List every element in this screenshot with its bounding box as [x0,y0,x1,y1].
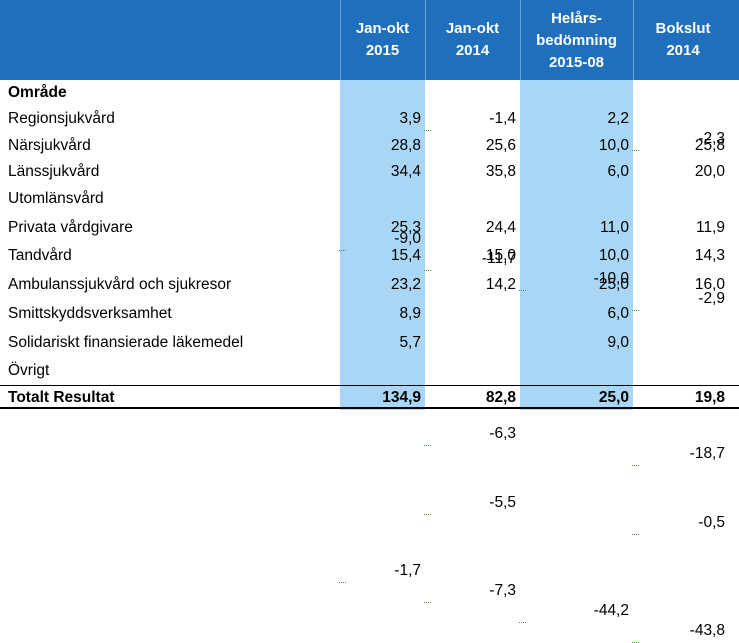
header-line: Jan-okt [355,20,410,37]
row-value: -1,4 [424,109,516,131]
header-divider [633,0,634,80]
row-value: 14,3 [694,247,725,264]
total-value: 134,9 [382,389,421,406]
row-value: -10,0 [519,269,629,291]
row-value: -2,3 [632,129,725,151]
row-value: 9,0 [607,334,629,351]
total-bottom-rule [0,407,739,409]
header-col-jan-okt-2014: Jan-okt 2014 [425,0,520,80]
row-label: Solidariskt finansierade läkemedel [8,334,244,351]
header-line: 2015-08 [548,54,605,71]
row-label: Privata vårdgivare [8,219,133,236]
row-label: Länssjukvård [8,163,100,180]
header-line: 2015 [365,42,400,59]
header-line: Bokslut [655,20,711,37]
row-label: Regionsjukvård [8,110,115,127]
row-value: 5,7 [399,334,421,351]
row-value: -43,8 [632,621,725,643]
row-value: 2,2 [607,110,629,127]
row-value: 14,2 [485,276,516,293]
row-value: -18,7 [632,444,725,466]
total-label: Totalt Resultat [8,389,115,406]
highlight-column-helars [520,80,633,410]
row-value: 6,0 [607,305,629,322]
highlight-column-jan-okt-2015 [340,80,425,410]
section-label: Område [8,84,67,101]
row-value: 16,0 [694,276,725,293]
row-value: 28,8 [390,137,421,154]
row-value: -1,7 [339,561,421,583]
row-value: -2,9 [632,289,725,311]
header-line: Jan-okt [445,20,500,37]
row-value: 10,0 [598,247,629,264]
row-value: 11,9 [695,219,725,236]
total-value: 19,8 [694,389,725,406]
row-label: Tandvård [8,247,72,264]
row-value: 3,9 [399,110,421,127]
row-value: 25,3 [390,219,421,236]
row-value: 23,2 [390,276,421,293]
header-line: Helårs- [551,10,602,27]
header-col-helars: Helårs- bedömning 2015-08 [520,0,633,80]
row-value: 35,8 [485,163,516,180]
row-value: 25,6 [485,137,516,154]
row-label: Utomlänsvård [8,190,104,207]
header-line: 2014 [455,42,490,59]
row-value: 11,0 [599,219,629,236]
row-value: -5,5 [424,493,516,515]
header-col-jan-okt-2015: Jan-okt 2015 [340,0,425,80]
row-value: 25,8 [694,137,725,154]
header-col-bokslut-2014: Bokslut 2014 [633,0,733,80]
row-label: Smittskyddsverksamhet [8,305,172,322]
total-value: 82,8 [485,389,516,406]
row-value: 6,0 [607,163,629,180]
header-divider [425,0,426,80]
row-value: -9,0 [339,229,421,251]
row-label: Övrigt [8,362,50,379]
row-value: 8,9 [399,305,421,322]
total-top-rule [0,385,739,386]
header-band [0,0,739,80]
header-line: 2014 [666,42,700,59]
row-value: -6,3 [424,424,516,446]
row-value: -0,5 [632,513,725,535]
row-value: 20,0 [694,163,725,180]
row-value: -44,2 [519,601,629,623]
header-line: bedömning [536,32,617,49]
row-value: 34,4 [390,163,421,180]
total-value: 25,0 [598,389,629,406]
row-value: 10,0 [598,137,629,154]
row-value: 15,4 [390,247,421,264]
row-value: -11,7 [424,249,516,271]
row-value: 15,0 [485,247,516,264]
row-label: Närsjukvård [8,137,91,154]
row-value: 24,4 [485,219,516,236]
header-divider [520,0,521,80]
header-divider [340,0,341,80]
row-value: 25,0 [598,276,629,293]
row-value: -7,3 [424,581,516,603]
row-label: Ambulanssjukvård och sjukresor [8,276,232,293]
